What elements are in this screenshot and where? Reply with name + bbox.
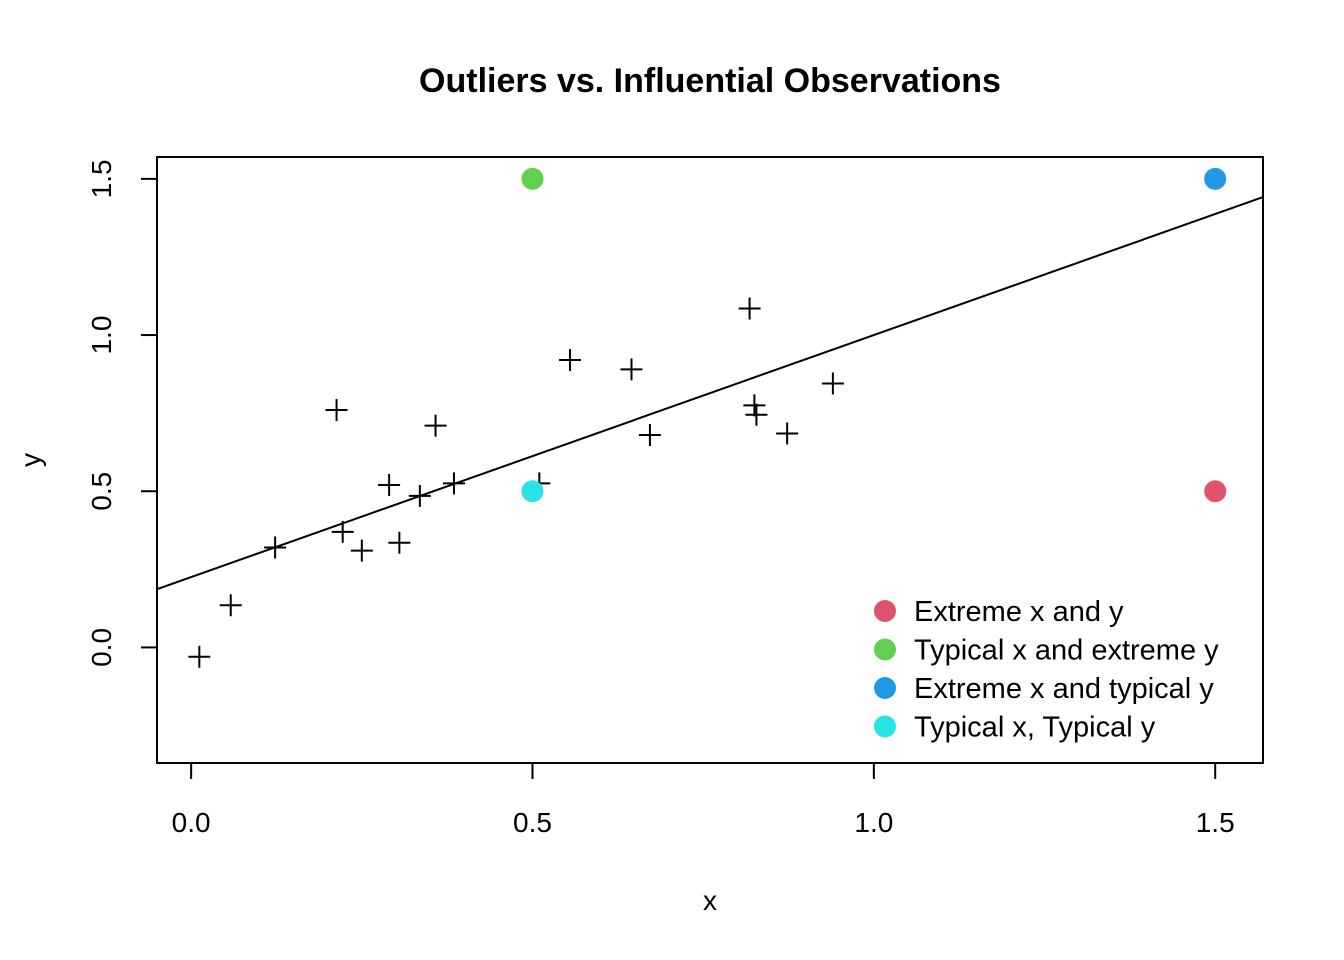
plus-point: [219, 594, 242, 617]
highlight-point: [1204, 167, 1227, 190]
plus-point: [408, 484, 431, 507]
x-tick-label: 0.0: [172, 807, 211, 838]
regression-line-group: [156, 196, 1264, 591]
plus-point: [638, 424, 661, 447]
x-axis-label: x: [703, 885, 717, 916]
x-axis: 0.0 0.5 1.0 1.5: [172, 762, 1235, 838]
highlight-point: [1204, 480, 1227, 503]
regression-line: [156, 196, 1264, 591]
data-points: [188, 167, 1227, 668]
plus-point: [388, 531, 411, 554]
plus-point: [620, 358, 643, 381]
y-axis: 0.0 0.5 1.0 1.5: [86, 159, 158, 667]
legend-label: Extreme x and typical y: [914, 673, 1214, 705]
y-tick-label: 0.0: [86, 628, 117, 667]
x-tick-label: 1.5: [1196, 807, 1235, 838]
highlight-point: [521, 480, 544, 503]
plus-point: [442, 472, 465, 495]
plus-point: [264, 536, 287, 559]
legend-marker: [874, 677, 896, 699]
x-tick-label: 1.0: [854, 807, 893, 838]
plus-point: [743, 394, 766, 417]
plus-point: [350, 539, 373, 562]
plus-point: [738, 297, 761, 320]
legend-label: Extreme x and y: [914, 596, 1124, 628]
legend-label: Typical x and extreme y: [914, 635, 1219, 667]
plus-point: [378, 473, 401, 496]
plus-point: [331, 520, 354, 543]
plus-point: [745, 403, 768, 426]
legend-marker: [874, 715, 896, 738]
legend: Extreme x and y Typical x and extreme y Ex…: [874, 596, 1219, 744]
legend-label: Typical x, Typical y: [914, 712, 1156, 744]
plus-point: [188, 645, 211, 668]
y-axis-label: y: [15, 453, 46, 467]
plus-point: [776, 422, 799, 445]
plus-point: [821, 372, 844, 395]
plus-point: [325, 399, 348, 422]
y-tick-label: 1.0: [86, 316, 117, 355]
legend-marker: [874, 638, 896, 661]
y-tick-label: 1.5: [86, 159, 117, 198]
legend-marker: [874, 600, 896, 622]
plus-point: [559, 349, 582, 372]
plus-point: [424, 414, 447, 437]
x-tick-label: 0.5: [513, 807, 552, 838]
y-tick-label: 0.5: [86, 472, 117, 511]
highlight-point: [521, 167, 544, 190]
chart-title: Outliers vs. Influential Observations: [419, 62, 1001, 100]
